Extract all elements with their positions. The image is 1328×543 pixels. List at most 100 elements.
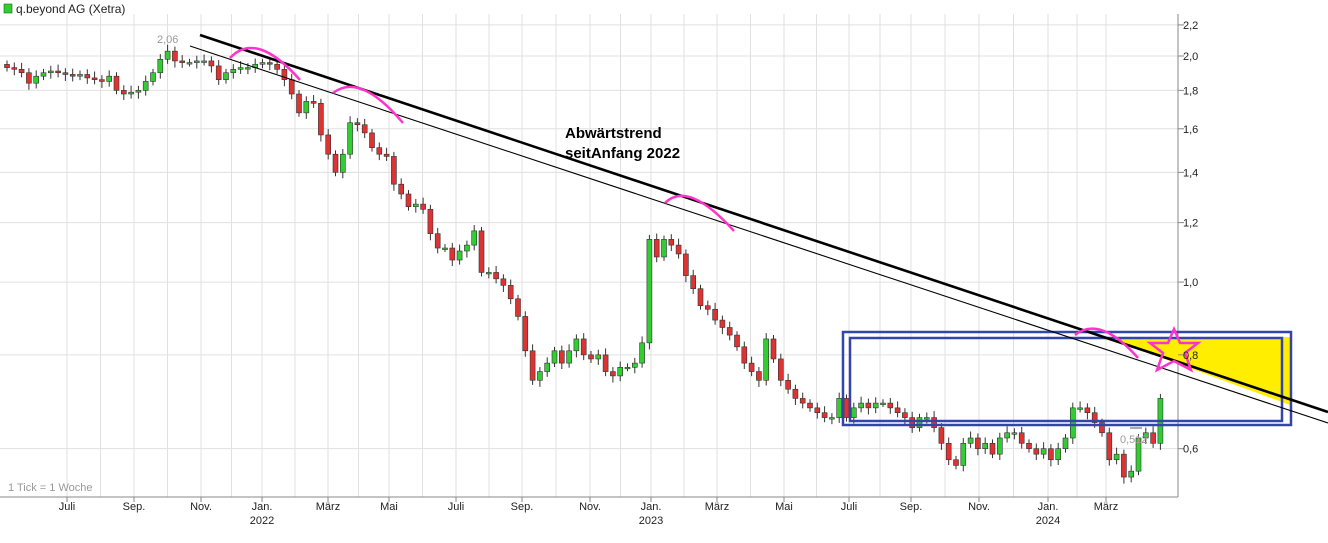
candle-up — [996, 437, 1003, 455]
candle-down — [843, 398, 850, 418]
candle-down — [683, 253, 689, 276]
candle-down — [719, 319, 726, 328]
candle-down — [84, 74, 91, 79]
candle-down — [529, 350, 536, 381]
y-axis: 2,2 2,0 1,8 1,6 1,4 1,2 1,0 0,8 0,6 — [1178, 20, 1198, 456]
candle-down — [208, 60, 215, 67]
candle-down — [91, 77, 98, 80]
candle-down — [1150, 432, 1156, 444]
candle-up — [456, 250, 463, 261]
candle-up — [339, 153, 346, 173]
candle-up — [829, 417, 835, 420]
candle-up — [135, 90, 142, 93]
legend-label: q.beyond AG (Xetra) — [16, 2, 125, 16]
candle-up — [1040, 448, 1047, 455]
candle-down — [1018, 432, 1025, 444]
x-tick-label: Juli — [841, 501, 858, 513]
candle-down — [865, 402, 872, 409]
x-year-label: 2022 — [250, 515, 274, 527]
candle-up — [1143, 432, 1149, 439]
candle-up — [303, 101, 310, 114]
candle-down — [420, 203, 426, 210]
candle-up — [880, 402, 886, 405]
candle-down — [668, 239, 675, 246]
candle-up — [595, 354, 602, 360]
candle-down — [391, 156, 397, 185]
candle-down — [799, 398, 806, 404]
legend-swatch — [3, 3, 13, 14]
candle-down — [296, 93, 302, 114]
candle-down — [398, 183, 405, 195]
candle-down — [427, 208, 434, 234]
candle-up — [77, 74, 83, 77]
candle-down — [697, 288, 704, 307]
candle-down — [653, 239, 660, 258]
candle-up — [624, 367, 631, 370]
candle-down — [741, 346, 748, 364]
breakout-star-icon — [1146, 325, 1202, 373]
candle-down — [1121, 453, 1127, 478]
resistance-arc — [332, 85, 404, 124]
y-tick-label: 2,0 — [1183, 51, 1198, 63]
x-tick-label: Mai — [775, 501, 793, 513]
candle-down — [726, 327, 733, 336]
candle-down — [215, 65, 222, 80]
x-tick-label: Mai — [380, 501, 398, 513]
high-marker: 2,06 — [157, 34, 178, 46]
x-tick-label: März — [1094, 501, 1118, 513]
candle-up — [982, 442, 989, 449]
resistance-arc — [229, 46, 301, 81]
y-tick-label: 1,0 — [1183, 277, 1198, 289]
x-axis: Juli Sep. Nov. Jan. 2022 März Mai Juli Sep. Nov. J… — [59, 497, 1118, 527]
candle-up — [858, 402, 864, 409]
candle-up — [464, 244, 470, 252]
x-tick-label: März — [316, 501, 340, 513]
y-tick-label: 2,2 — [1183, 20, 1198, 32]
candle-down — [354, 122, 361, 126]
candle-up — [259, 62, 266, 65]
candle-down — [1099, 422, 1105, 434]
grid-lines — [0, 14, 1178, 497]
candle-up — [1055, 448, 1061, 461]
candle-down — [777, 358, 784, 381]
candle-up — [201, 60, 207, 63]
candle-up — [33, 75, 40, 84]
candle-down — [172, 50, 178, 62]
candle-up — [1062, 437, 1069, 449]
candle-down — [1106, 432, 1113, 461]
candle-up — [573, 338, 580, 352]
resistance-arc — [664, 194, 735, 232]
candle-down — [113, 75, 120, 91]
candle-down — [274, 63, 280, 70]
candle-up — [646, 239, 653, 344]
candle-down — [902, 412, 908, 418]
candle-down — [478, 230, 485, 273]
resistance-arc — [1074, 327, 1139, 359]
candle-up — [157, 58, 164, 74]
candle-down — [675, 244, 682, 255]
candle-up — [1135, 437, 1142, 472]
candle-down — [179, 60, 185, 63]
candle-down — [814, 407, 821, 413]
candle-down — [507, 285, 514, 300]
candle-down — [734, 334, 740, 348]
candle-up — [471, 230, 478, 246]
candle-down — [522, 316, 529, 352]
low-marker: 0,512 — [1120, 434, 1148, 446]
candle-up — [186, 62, 193, 65]
x-year-label: 2023 — [639, 515, 663, 527]
candle-up — [967, 437, 974, 444]
annotation-line-2: seitAnfang 2022 — [565, 145, 680, 162]
candle-up — [142, 81, 149, 91]
candle-down — [1033, 448, 1040, 455]
candle-up — [1128, 470, 1134, 478]
candle-up — [661, 239, 667, 258]
candle-down — [602, 354, 609, 372]
y-tick-label: 0,6 — [1183, 444, 1198, 456]
candle-down — [325, 134, 332, 155]
candle-down — [449, 247, 456, 261]
candle-down — [69, 74, 76, 77]
candle-up — [40, 72, 47, 77]
candle-down — [361, 124, 368, 134]
